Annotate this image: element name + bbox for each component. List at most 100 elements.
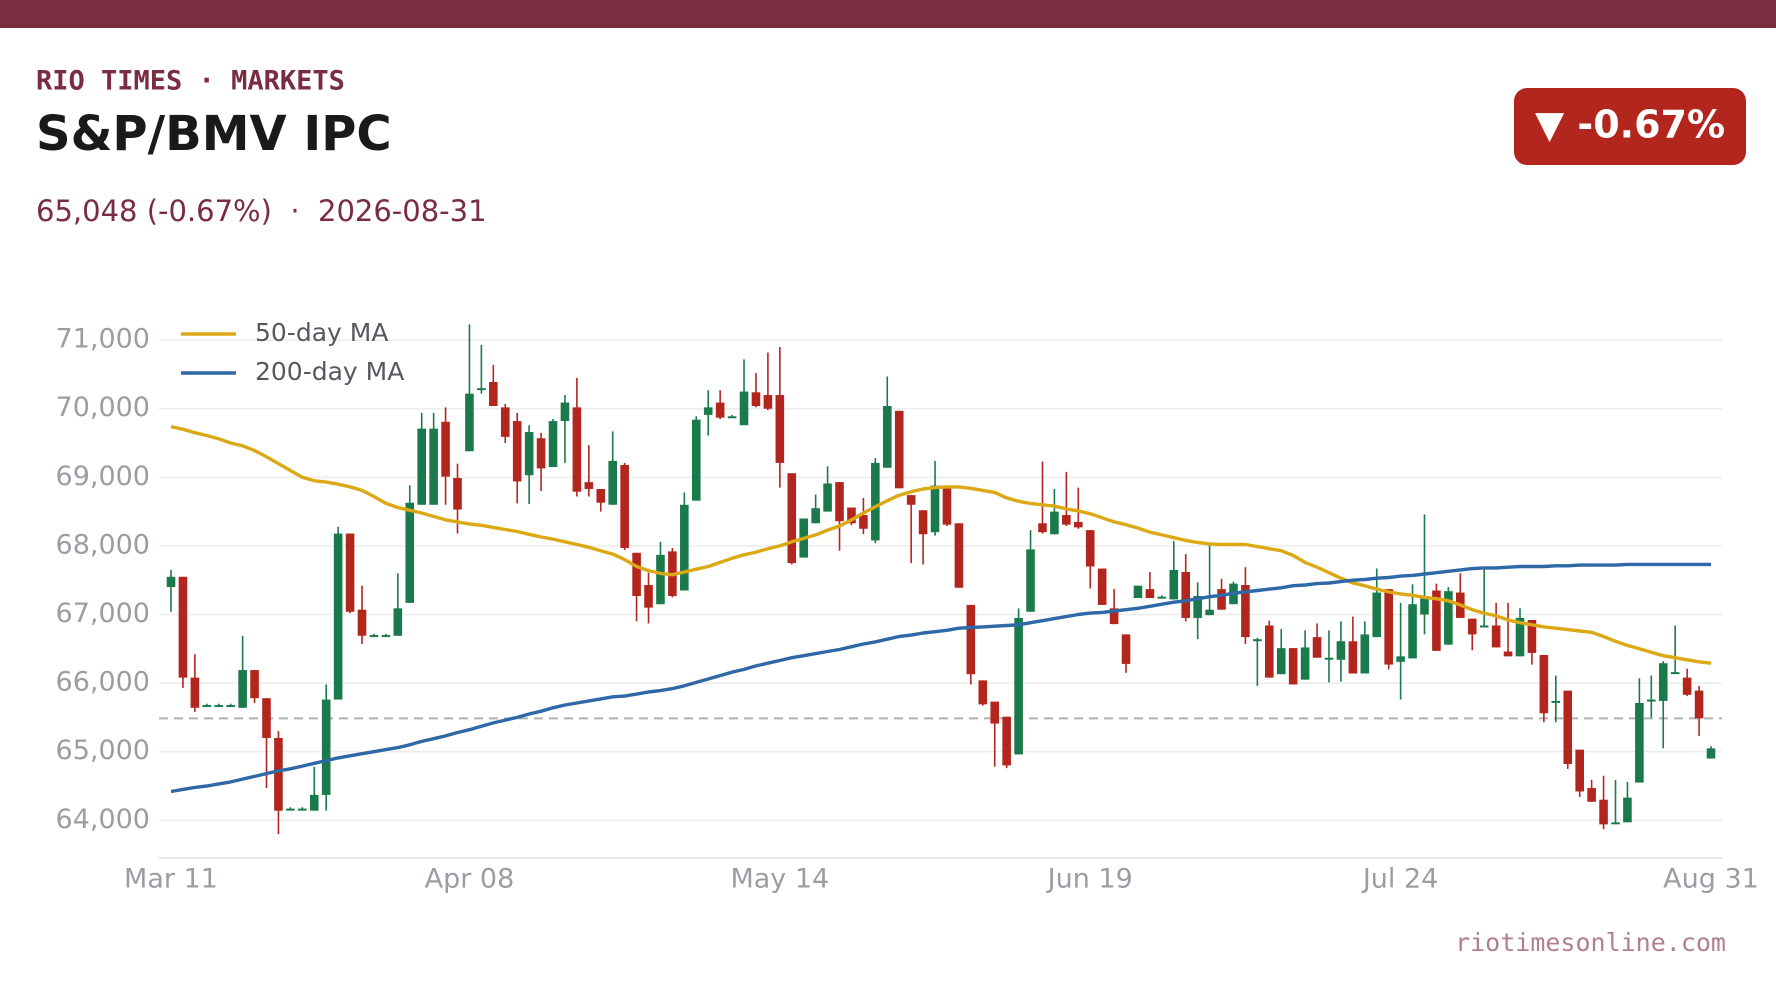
candle-body [811, 508, 820, 524]
x-tick-label: May 14 [730, 864, 829, 895]
candle-body [1611, 822, 1620, 825]
candle-body [1575, 749, 1584, 792]
candle-body [1217, 589, 1226, 610]
candle-body [990, 701, 1000, 724]
y-tick-label: 67,000 [56, 598, 150, 629]
candle-body [644, 585, 653, 608]
candle-body [465, 393, 474, 452]
candle-body [441, 421, 450, 477]
candle-body [357, 609, 367, 636]
candle-body [1670, 672, 1680, 675]
candle-body [1336, 641, 1346, 660]
y-tick-label: 71,000 [56, 324, 150, 355]
candle-body [871, 462, 880, 541]
candle-body [966, 604, 976, 675]
candle-body [1658, 663, 1668, 701]
candle-body [918, 510, 928, 535]
candle-body [1408, 604, 1417, 659]
candle-body [1706, 748, 1716, 759]
ma-line [170, 424, 1712, 665]
candle-body [1133, 585, 1143, 599]
candle-body [560, 402, 570, 422]
candle-body [608, 460, 618, 505]
candle-body [1372, 592, 1382, 638]
candle-body [202, 705, 212, 708]
candle-body [1193, 595, 1202, 618]
candle-body [1169, 569, 1179, 600]
candle-body [1014, 617, 1023, 755]
candle-body [1097, 568, 1107, 605]
candle-body [978, 680, 988, 705]
candle-body [751, 392, 761, 406]
candle-body [393, 608, 403, 636]
candle-body [178, 576, 188, 678]
candle-body [1479, 625, 1489, 628]
source: riotimesonline.com [1455, 928, 1726, 957]
candle-body [906, 495, 916, 505]
candle-body [238, 670, 247, 708]
candle-body [190, 677, 200, 708]
candle-body [680, 504, 689, 591]
candle-body [1360, 634, 1370, 674]
candle-body [656, 554, 665, 605]
x-tick-label: Jun 19 [1046, 864, 1133, 895]
y-tick-label: 69,000 [56, 461, 150, 492]
candle-body [1682, 677, 1692, 695]
candle-body [1563, 690, 1573, 765]
y-tick-label: 68,000 [56, 529, 150, 560]
candle-body [620, 464, 629, 548]
candle-body [727, 416, 737, 419]
candle-body [954, 523, 964, 588]
legend-label: 50-day MA [255, 318, 388, 347]
y-tick-label: 64,000 [56, 804, 150, 835]
candle-body [536, 438, 546, 469]
candle-body [477, 388, 486, 391]
candle-body [226, 705, 235, 708]
candle-body [1300, 647, 1310, 680]
candle-body [1348, 641, 1358, 674]
subtitle: 65,048 (-0.67%) · 2026-08-31 [36, 194, 487, 228]
candle-body [1050, 511, 1059, 535]
candle-body [584, 482, 594, 489]
candle-body [739, 391, 749, 426]
title: S&P/BMV IPC [36, 106, 392, 162]
x-tick-label: Mar 11 [124, 864, 218, 895]
candle-body [1539, 654, 1549, 714]
candle-body [1241, 585, 1250, 638]
candle-body [262, 698, 271, 738]
candle-body [1253, 639, 1262, 642]
candle-body [859, 515, 868, 529]
candle-body [1396, 656, 1405, 662]
candle-body [1312, 637, 1322, 658]
candle-body [823, 483, 832, 512]
candle-body [548, 421, 558, 468]
y-tick-label: 66,000 [56, 667, 150, 698]
candle-body [1324, 657, 1334, 660]
y-tick-label: 70,000 [56, 392, 150, 423]
candle-body [1444, 591, 1453, 645]
candle-body [1205, 609, 1214, 616]
candle-body [1623, 797, 1632, 823]
candle-body [381, 635, 391, 638]
candle-body [763, 395, 773, 409]
candle-body [166, 576, 176, 588]
candle-body [775, 395, 785, 463]
candle-body [286, 808, 295, 811]
candle-body [942, 485, 952, 525]
candle-body [321, 699, 331, 795]
candle-body [1384, 589, 1393, 665]
badge: ▼ -0.67% [1535, 103, 1725, 147]
candle-body [715, 402, 725, 418]
candle-body [1121, 634, 1131, 664]
top-bar [0, 0, 1776, 28]
candle-body [345, 533, 355, 612]
candle-body [1109, 608, 1119, 625]
candle-body [1599, 799, 1608, 825]
candle-body [1288, 648, 1298, 685]
candle-body [1026, 549, 1035, 612]
candle-body [1467, 618, 1477, 635]
candle-body [894, 410, 904, 489]
candle-body [1145, 589, 1155, 599]
candle-body [847, 507, 856, 524]
candle-body [524, 432, 534, 476]
